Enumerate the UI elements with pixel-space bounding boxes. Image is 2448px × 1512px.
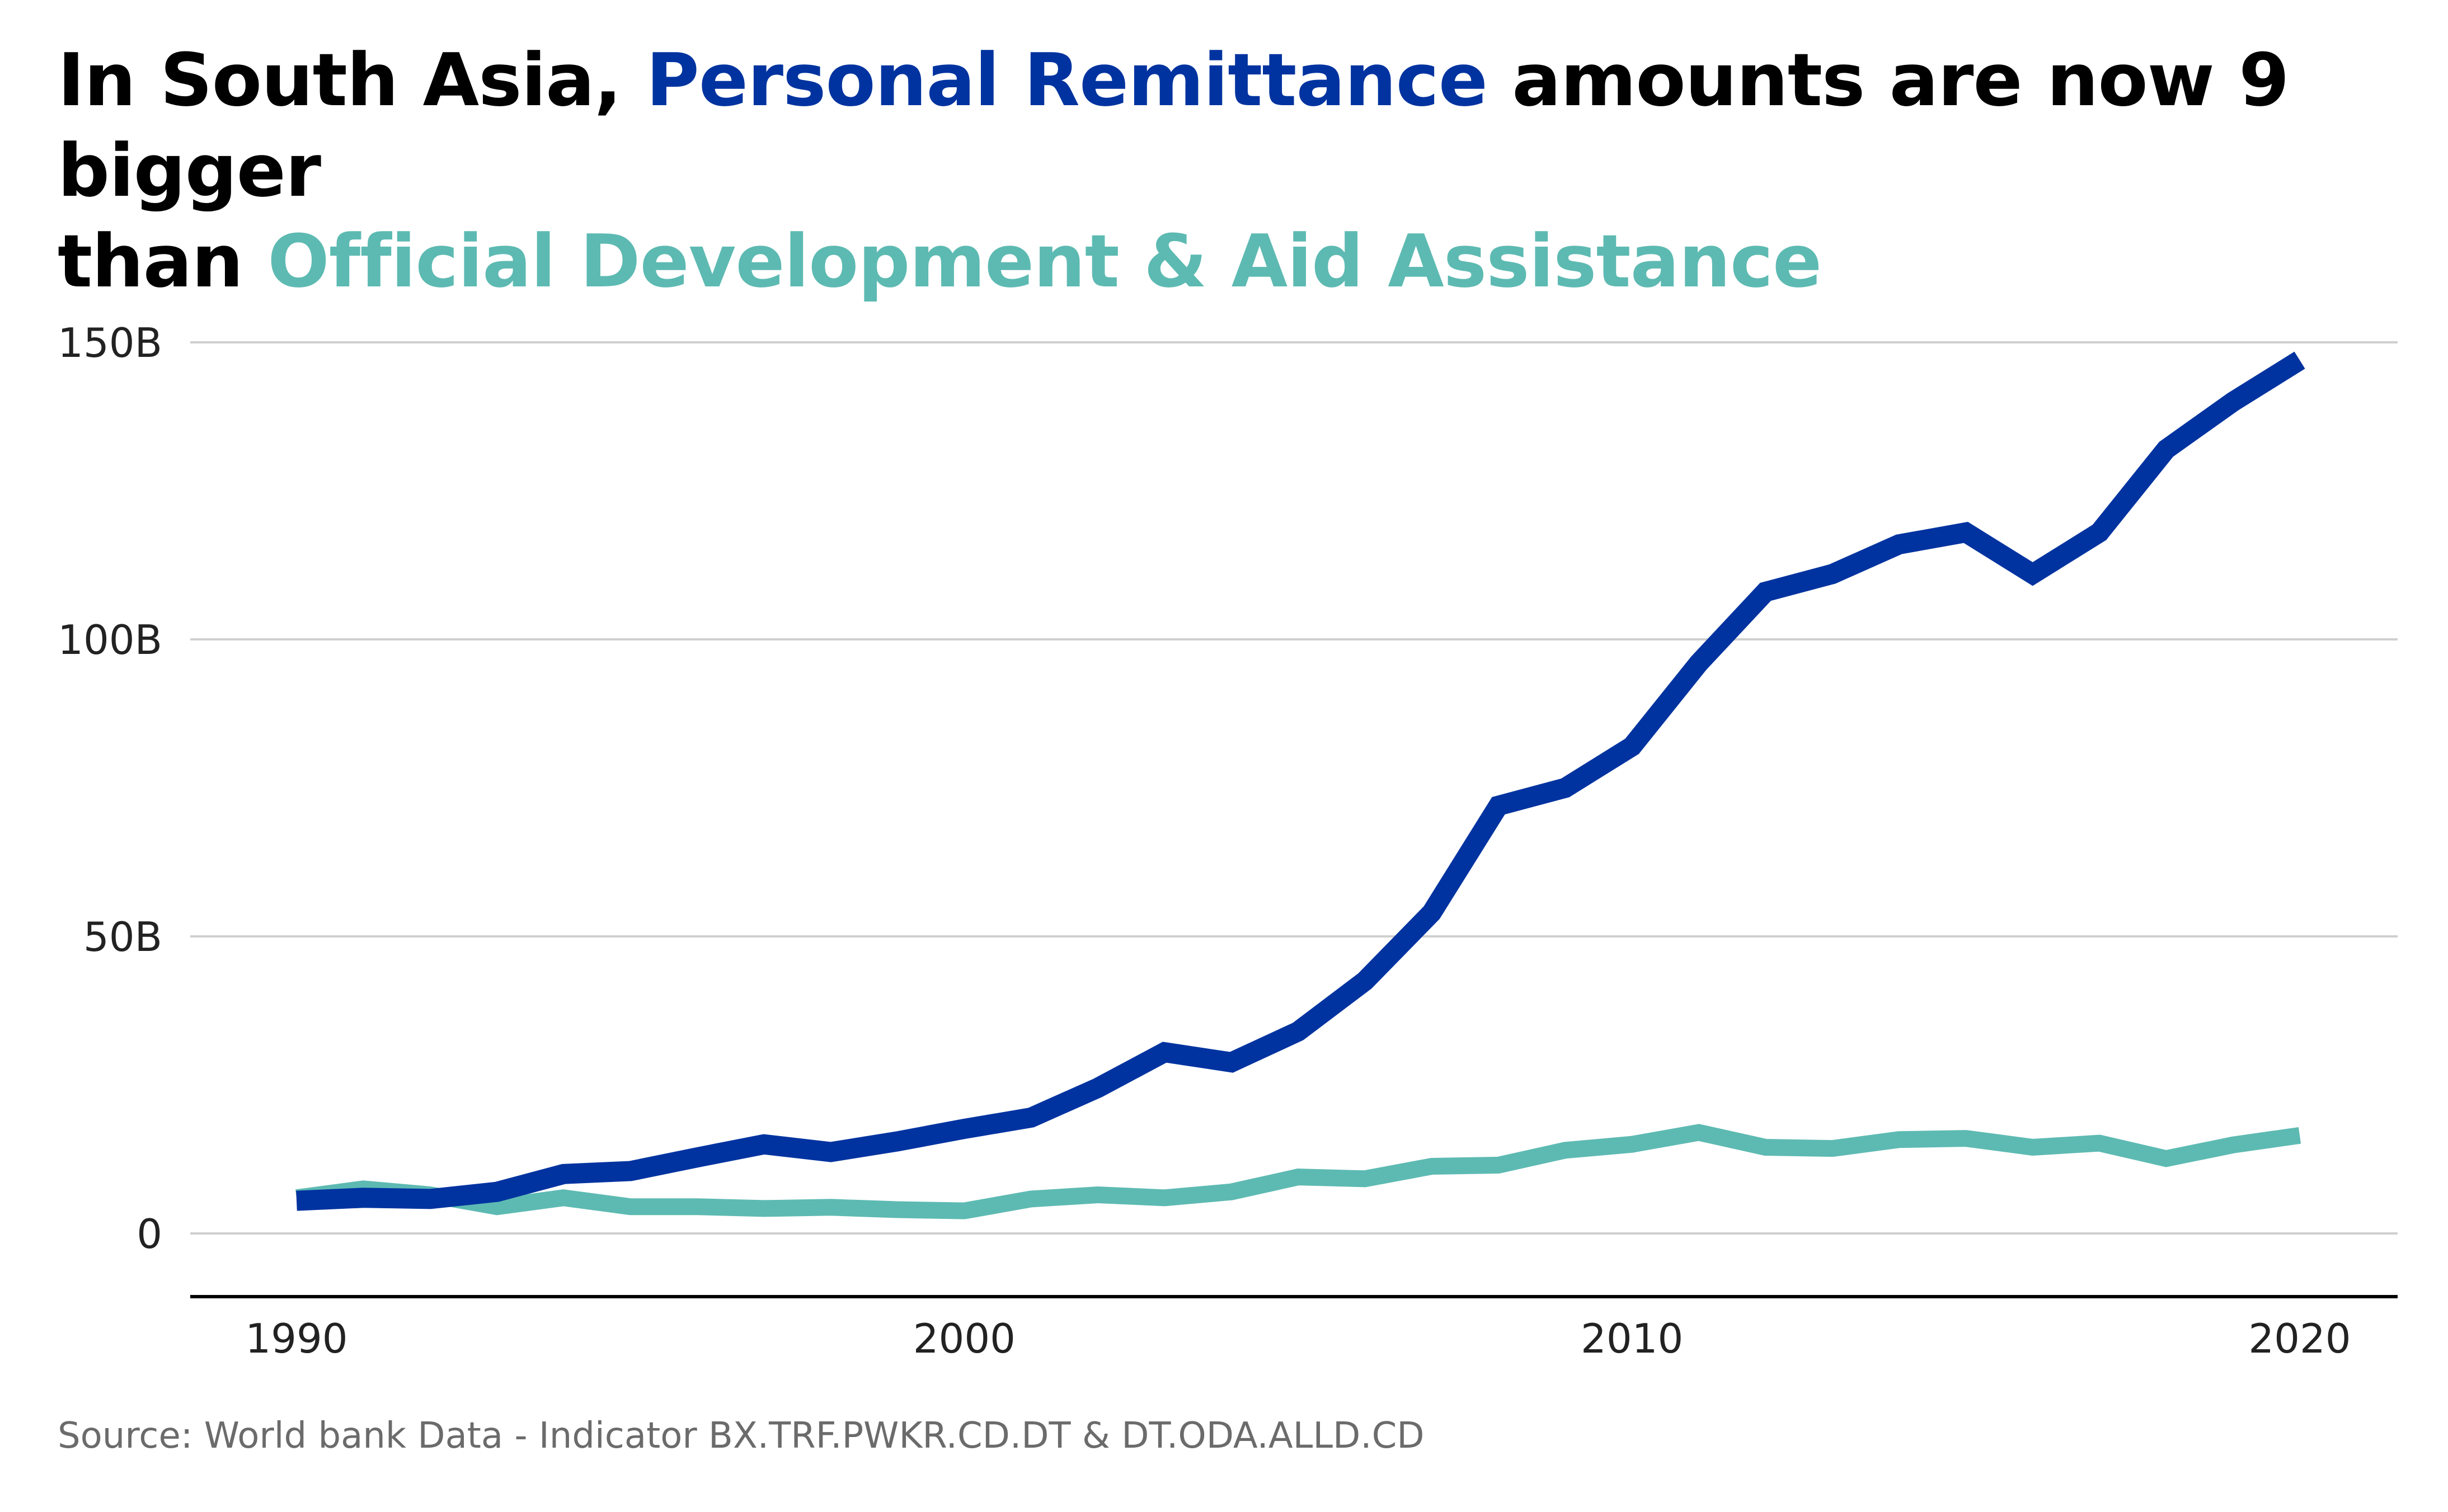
x-axis-tick-labels: 1990 2000 2010 2020 [245, 1315, 2351, 1362]
x-tick-label: 2000 [913, 1315, 1016, 1362]
series-lines [295, 351, 2305, 1219]
title-highlight-oda: Official Development & Aid Assistance [267, 219, 1822, 304]
x-tick-label: 1990 [245, 1315, 347, 1362]
grid-lines [190, 341, 2398, 1235]
y-tick-label: 150B [58, 319, 162, 366]
source-note: Source: World bank Data - Indicator BX.T… [58, 1415, 1425, 1457]
x-tick-label: 2020 [2248, 1315, 2351, 1362]
title-part-3: than [58, 219, 268, 304]
chart-title: In South Asia, Personal Remittance amoun… [58, 35, 2408, 307]
title-part-2: amounts are now 9 bigger [58, 37, 2290, 213]
series-line-oda [295, 1124, 2301, 1219]
y-tick-label: 100B [58, 616, 162, 663]
y-axis-tick-labels: 0 50B 100B 150B [58, 319, 162, 1257]
title-highlight-remittance: Personal Remittance [646, 37, 1488, 123]
y-tick-label: 0 [137, 1210, 162, 1257]
y-tick-label: 50B [83, 913, 162, 960]
series-line-personal-remittance [296, 351, 2305, 1211]
x-tick-label: 2010 [1581, 1315, 1683, 1362]
title-part-1: In South Asia, [58, 37, 646, 123]
